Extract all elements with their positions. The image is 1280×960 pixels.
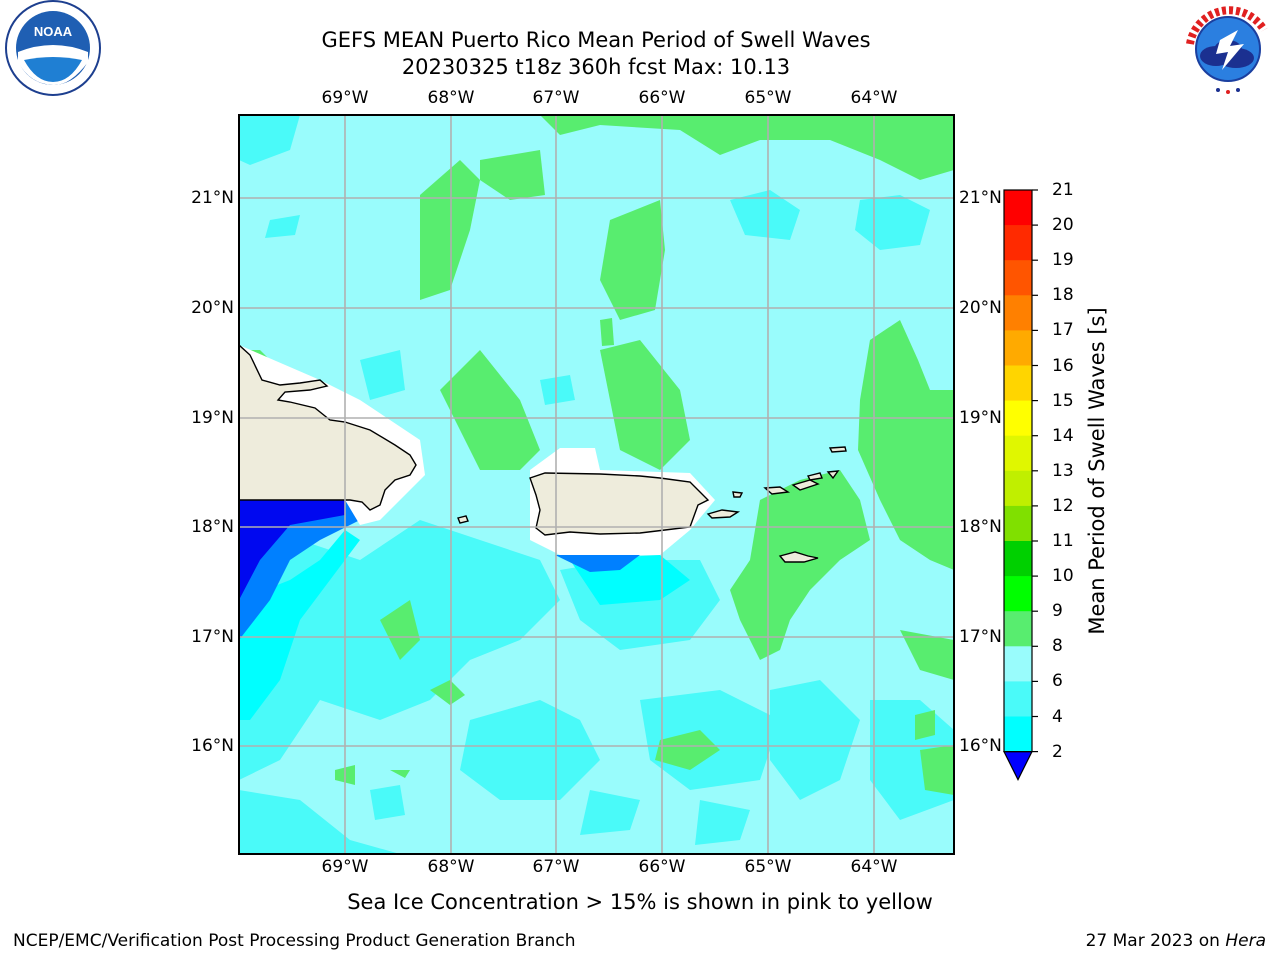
map-frame	[238, 114, 955, 855]
lon-label-bottom: 67°W	[532, 857, 580, 877]
colorbar-tick-label: 4	[1052, 706, 1063, 727]
lat-label-left: 19°N	[191, 408, 234, 428]
swell-band-below-2	[239, 500, 345, 600]
anegada-island	[828, 446, 847, 453]
sea-ice-caption: Sea Ice Concentration > 15% is shown in …	[347, 890, 933, 914]
lon-label-bottom: 65°W	[744, 857, 792, 877]
colorbar-segment	[1004, 190, 1032, 226]
colorbar-segment	[1004, 400, 1032, 437]
lon-label-top: 69°W	[321, 88, 369, 108]
colorbar-segment	[1004, 646, 1032, 682]
colorbar-segment	[1004, 541, 1032, 577]
colorbar-label: Mean Period of Swell Waves [s]	[1085, 307, 1109, 635]
culebra-island	[732, 491, 744, 498]
map-subtitle: 20230325 t18z 360h fcst Max: 10.13	[401, 55, 791, 79]
colorbar-tick-label: 11	[1052, 531, 1074, 551]
colorbar-tick-label: 19	[1052, 250, 1074, 271]
colorbar-tick-label: 2	[1052, 741, 1063, 762]
hispaniola-land	[239, 344, 417, 511]
lon-label-top: 66°W	[638, 88, 686, 108]
lat-label-left: 17°N	[191, 627, 234, 647]
colorbar-tick-label: 18	[1052, 285, 1074, 306]
lat-label-left: 18°N	[191, 517, 234, 537]
colorbar-segment	[1004, 365, 1032, 402]
lon-label-top: 68°W	[427, 88, 475, 108]
colorbar-tick-label: 6	[1052, 671, 1063, 692]
colorbar-segment	[1004, 260, 1032, 296]
virgin-gorda-island	[826, 470, 840, 480]
st-john-island	[791, 479, 820, 491]
lat-label-right: 19°N	[959, 408, 1002, 428]
lat-label-left: 21°N	[191, 188, 234, 208]
map-grid	[239, 115, 954, 854]
lat-label-right: 18°N	[959, 517, 1002, 537]
colorbar-extend-arrow	[1003, 751, 1033, 781]
colorbar-segment	[1004, 435, 1032, 472]
lat-label-left: 20°N	[191, 298, 234, 318]
footer-date-text: 27 Mar 2023 on	[1085, 931, 1220, 951]
lat-label-right: 20°N	[959, 298, 1002, 318]
nws-logo	[1182, 3, 1274, 95]
colorbar-segment	[1004, 330, 1032, 367]
lat-label-right: 16°N	[959, 736, 1002, 756]
lat-label-left: 16°N	[191, 736, 234, 756]
colorbar-segment	[1004, 470, 1032, 507]
lon-label-top: 65°W	[744, 88, 792, 108]
lat-label-right: 17°N	[959, 627, 1002, 647]
svg-text:NOAA: NOAA	[34, 24, 73, 39]
land-areas	[239, 344, 847, 563]
colorbar-tick-label: 17	[1052, 320, 1074, 341]
lon-label-bottom: 66°W	[638, 857, 686, 877]
noaa-logo: NOAA	[5, 0, 101, 96]
colorbar-tick-label: 15	[1052, 390, 1074, 411]
colorbar-segment	[1004, 505, 1032, 542]
colorbar-segment	[1004, 611, 1032, 647]
colorbar-tick-label: 21	[1052, 180, 1074, 200]
swell-band-9-10	[240, 115, 954, 795]
st-thomas-island	[763, 486, 791, 495]
lon-label-top: 67°W	[532, 88, 580, 108]
colorbar-segment	[1004, 716, 1032, 753]
colorbar-tick-label: 20	[1052, 215, 1074, 236]
lon-label-bottom: 69°W	[321, 857, 369, 877]
lon-label-bottom: 64°W	[850, 857, 898, 877]
colorbar-segment	[1004, 576, 1032, 612]
map-title: GEFS MEAN Puerto Rico Mean Period of Swe…	[321, 28, 871, 52]
colorbar-segment	[1004, 295, 1032, 331]
colorbar-tick-label: 14	[1052, 425, 1074, 446]
colorbar-tick-label: 16	[1052, 355, 1074, 376]
colorbar-tick-label: 12	[1052, 495, 1074, 516]
lon-label-top: 64°W	[850, 88, 898, 108]
colorbar	[1003, 189, 1038, 781]
colorbar-tick-label: 9	[1052, 601, 1063, 622]
st-croix-island	[778, 551, 819, 563]
colorbar-segment	[1004, 681, 1032, 718]
colorbar-segment	[1004, 225, 1032, 261]
footer-machine: Hera	[1225, 931, 1266, 951]
tortola-island	[806, 472, 823, 481]
vieques-island	[706, 509, 741, 519]
colorbar-tick-label: 8	[1052, 636, 1063, 657]
lat-label-right: 21°N	[959, 188, 1002, 208]
footer-date: 27 Mar 2023 on Hera	[1086, 931, 1266, 951]
mona-island	[457, 515, 469, 524]
lon-label-bottom: 68°W	[427, 857, 475, 877]
footer-credit: NCEP/EMC/Verification Post Processing Pr…	[13, 931, 576, 951]
colorbar-tick-label: 13	[1052, 460, 1074, 481]
colorbar-tick-label: 10	[1052, 566, 1074, 587]
